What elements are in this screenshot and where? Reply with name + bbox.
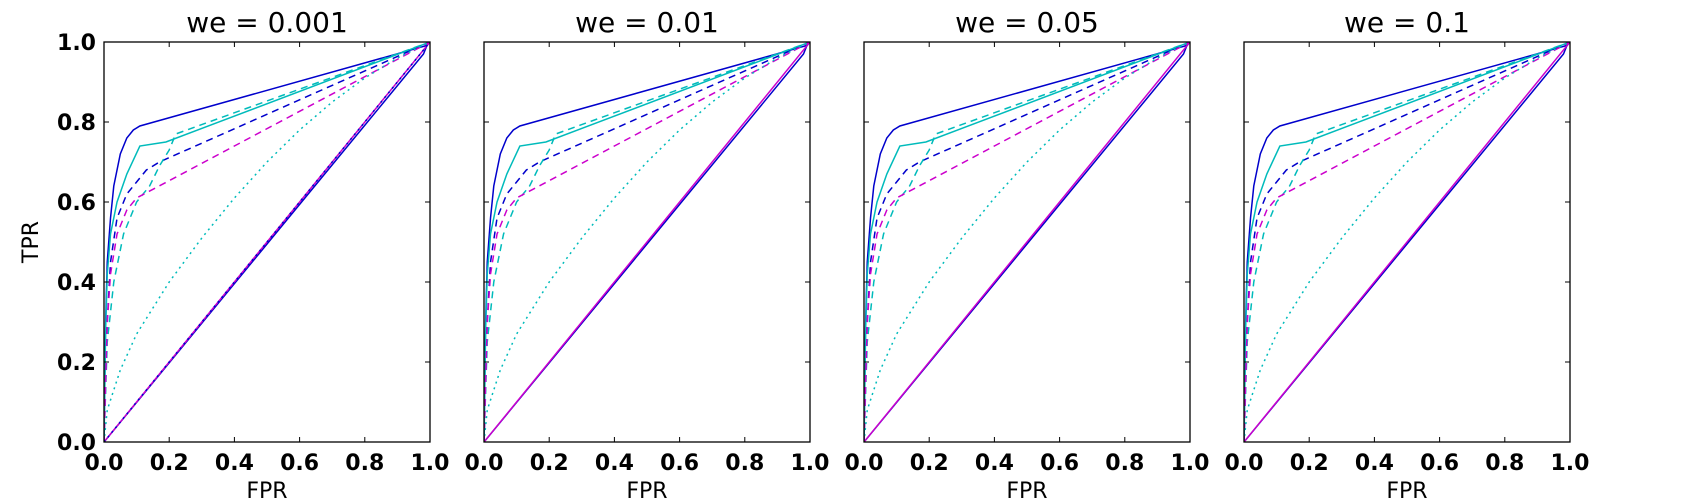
roc-curve-8 [484, 42, 810, 442]
y-tick-label: 0.2 [57, 351, 96, 376]
x-tick-label: 1.0 [1171, 451, 1210, 476]
curves [104, 42, 430, 442]
x-tick-label: 0.4 [595, 451, 634, 476]
roc-curve-3 [484, 42, 810, 442]
y-tick-label: 0.8 [57, 111, 96, 136]
roc-curve-3 [104, 42, 430, 442]
x-tick-label: 0.6 [1040, 451, 1079, 476]
x-tick-label: 1.0 [1551, 451, 1590, 476]
x-tick-label: 1.0 [411, 451, 450, 476]
roc-curve-3 [864, 42, 1190, 442]
roc-panel-2: 0.0 0.2 0.4 0.6 0.8 1.0 we = 0.01 FPR [465, 6, 830, 500]
axes-frame [863, 41, 1191, 443]
x-tick-label: 0.0 [1225, 451, 1264, 476]
roc-curve-8 [1244, 42, 1570, 442]
y-tick-label: 1.0 [57, 31, 96, 56]
x-tick-label: 0.2 [530, 451, 569, 476]
x-axis-label: FPR [246, 479, 287, 500]
curves [484, 42, 810, 442]
x-tick-label: 0.2 [150, 451, 189, 476]
axes-frame [483, 41, 811, 443]
curves [864, 42, 1190, 442]
x-tick-label: 1.0 [791, 451, 830, 476]
x-tick-label: 0.8 [1105, 451, 1144, 476]
roc-curve-8 [864, 42, 1190, 442]
y-tick-label: 0.6 [57, 191, 96, 216]
chart-title: we = 0.1 [1344, 6, 1470, 39]
x-tick-label: 0.4 [975, 451, 1014, 476]
x-tick-label: 0.8 [725, 451, 764, 476]
x-tick-label: 0.8 [345, 451, 384, 476]
roc-curve-3 [1244, 42, 1570, 442]
roc-curve-9 [104, 42, 430, 442]
axes-frame [1243, 41, 1571, 443]
x-tick-label: 0.6 [1420, 451, 1459, 476]
x-tick-label: 0.2 [1290, 451, 1329, 476]
y-tick-label: 0.0 [57, 431, 96, 456]
x-tick-label: 0.0 [465, 451, 504, 476]
chart-title: we = 0.05 [955, 6, 1099, 39]
roc-panel-3: 0.0 0.2 0.4 0.6 0.8 1.0 we = 0.05 FPR [845, 6, 1210, 500]
x-tick-label: 0.0 [845, 451, 884, 476]
axes-frame [103, 41, 431, 443]
x-axis-label: FPR [1386, 479, 1427, 500]
x-tick-label: 0.8 [1485, 451, 1524, 476]
x-tick-label: 0.6 [280, 451, 319, 476]
roc-curve-6 [864, 42, 1190, 442]
y-axis-label: TPR [19, 221, 44, 264]
roc-curve-6 [1244, 42, 1570, 442]
x-tick-label: 0.0 [85, 451, 124, 476]
roc-curve-4 [1244, 42, 1570, 442]
roc-curve-4 [104, 42, 430, 442]
roc-curve-4 [484, 42, 810, 442]
roc-panel-4: 0.0 0.2 0.4 0.6 0.8 1.0 we = 0.1 FPR [1225, 6, 1590, 500]
curves [1244, 42, 1570, 442]
roc-curve-6 [484, 42, 810, 442]
chart-title: we = 0.01 [575, 6, 719, 39]
x-tick-label: 0.4 [215, 451, 254, 476]
x-tick-label: 0.2 [910, 451, 949, 476]
roc-curve-4 [864, 42, 1190, 442]
x-tick-label: 0.4 [1355, 451, 1394, 476]
x-axis-label: FPR [1006, 479, 1047, 500]
x-axis-label: FPR [626, 479, 667, 500]
chart-title: we = 0.001 [186, 6, 348, 39]
y-tick-label: 0.4 [57, 271, 96, 296]
x-tick-label: 0.6 [660, 451, 699, 476]
roc-panel-1: 0.0 0.2 0.4 0.6 0.8 1.0 0.0 0.2 0.4 0.6 0.8 1.0 we =… [19, 6, 449, 500]
roc-curve-6 [104, 42, 430, 442]
